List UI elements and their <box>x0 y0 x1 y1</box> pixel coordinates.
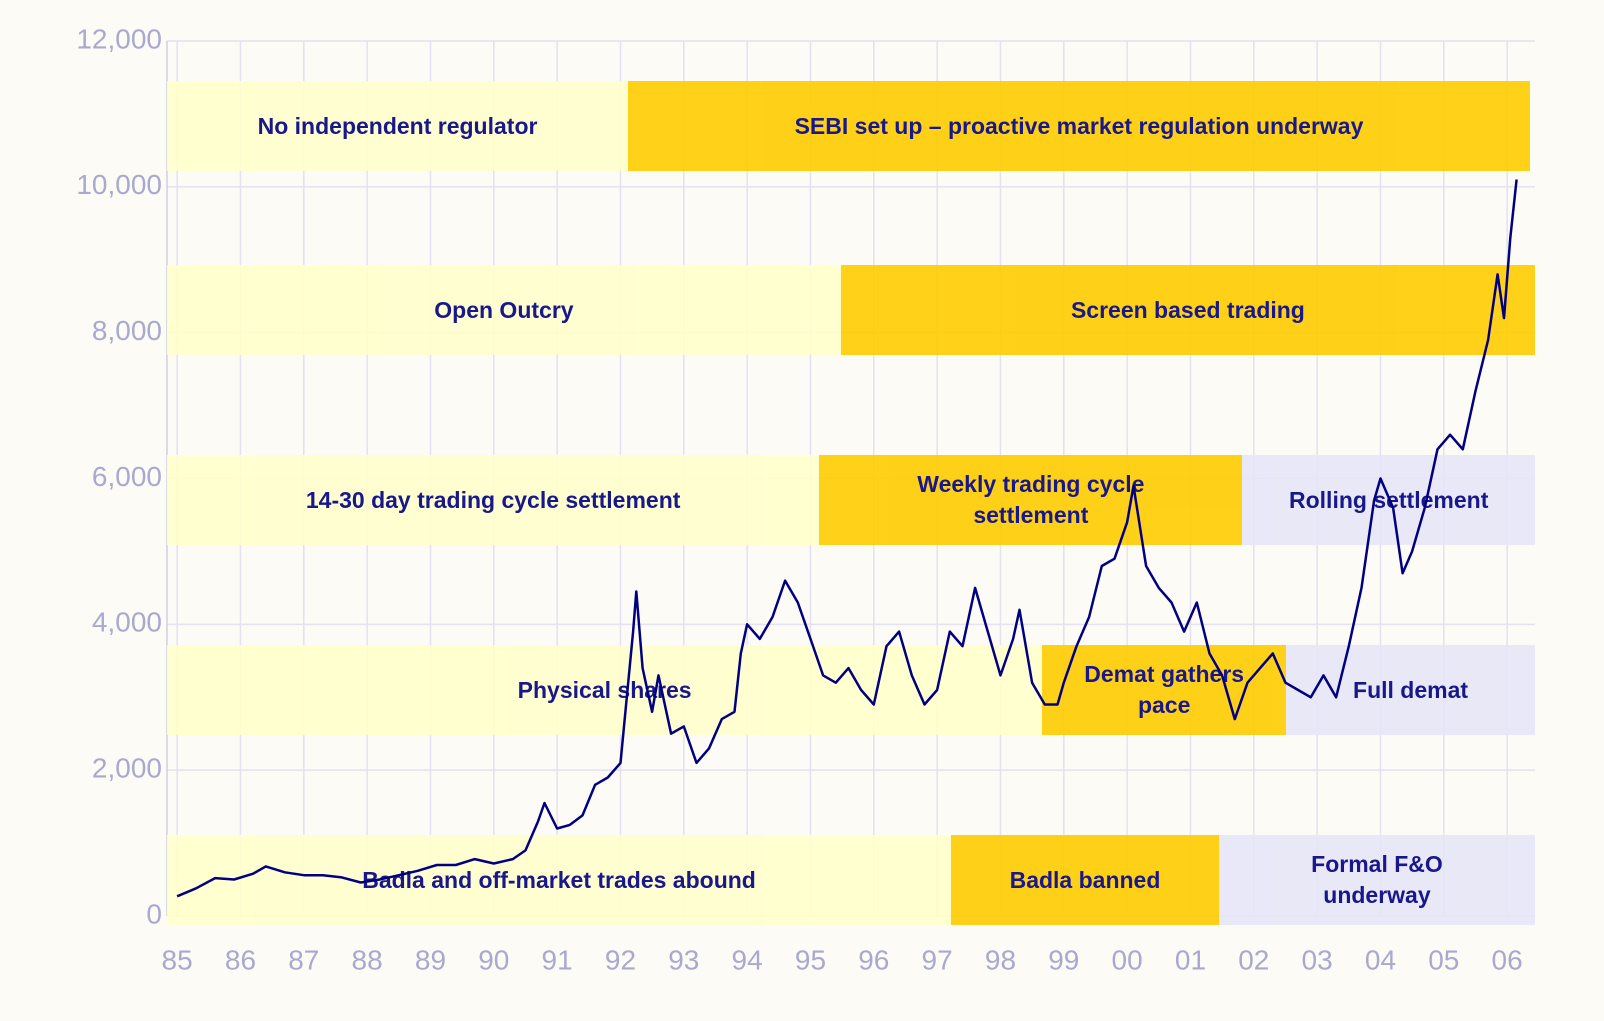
x-tick-label: 05 <box>1428 944 1459 975</box>
y-tick-label: 4,000 <box>92 607 162 638</box>
x-tick-label: 91 <box>542 944 573 975</box>
x-tick-label: 89 <box>415 944 446 975</box>
annotation-band: 14-30 day trading cycle settlement <box>167 455 820 545</box>
annotation-band: Rolling settlement <box>1242 455 1535 545</box>
annotation-band: Formal F&O underway <box>1218 835 1535 925</box>
x-tick-label: 03 <box>1302 944 1333 975</box>
annotation-band: No independent regulator <box>167 81 629 171</box>
annotation-band: SEBI set up – proactive market regulatio… <box>628 81 1530 171</box>
x-tick-label: 96 <box>858 944 889 975</box>
x-tick-label: 02 <box>1238 944 1269 975</box>
x-tick-label: 06 <box>1492 944 1523 975</box>
y-tick-label: 2,000 <box>92 753 162 784</box>
y-tick-label: 12,000 <box>76 23 162 54</box>
annotation-band: Badla banned <box>951 835 1219 925</box>
annotation-band: Physical shares <box>167 645 1043 735</box>
x-tick-label: 92 <box>605 944 636 975</box>
x-tick-label: 99 <box>1048 944 1079 975</box>
y-tick-label: 0 <box>146 898 162 929</box>
x-tick-label: 93 <box>668 944 699 975</box>
y-tick-label: 6,000 <box>92 461 162 492</box>
x-tick-label: 87 <box>288 944 319 975</box>
x-tick-label: 86 <box>225 944 256 975</box>
x-tick-label: 01 <box>1175 944 1206 975</box>
annotation-band: Screen based trading <box>840 265 1535 355</box>
y-tick-label: 8,000 <box>92 315 162 346</box>
x-tick-label: 00 <box>1112 944 1143 975</box>
annotation-band: Badla and off-market trades abound <box>167 835 952 925</box>
annotation-band: Full demat <box>1286 645 1535 735</box>
x-tick-label: 94 <box>732 944 763 975</box>
x-tick-label: 04 <box>1365 944 1396 975</box>
x-tick-label: 85 <box>162 944 193 975</box>
x-tick-label: 90 <box>478 944 509 975</box>
annotation-band: Open Outcry <box>167 265 841 355</box>
x-tick-label: 88 <box>352 944 383 975</box>
x-tick-label: 95 <box>795 944 826 975</box>
x-tick-label: 97 <box>922 944 953 975</box>
annotation-band: Weekly trading cycle settlement <box>819 455 1243 545</box>
y-tick-label: 10,000 <box>76 169 162 200</box>
index-line <box>176 179 1518 898</box>
x-tick-label: 98 <box>985 944 1016 975</box>
